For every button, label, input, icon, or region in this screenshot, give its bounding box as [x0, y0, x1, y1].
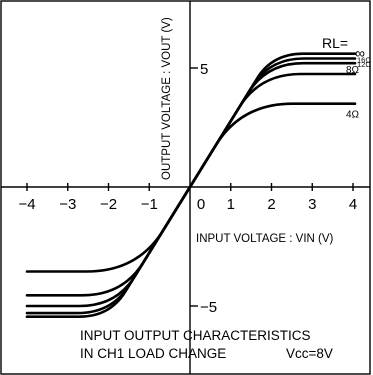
x-axis-label: INPUT VOLTAGE : VIN (V) — [196, 233, 334, 245]
y-axis-label: OUTPUT VOLTAGE : VOUT (V) — [161, 17, 173, 180]
series-label: ∞ — [355, 45, 365, 61]
ticks — [26, 67, 354, 307]
y-tick-label: −5 — [200, 299, 217, 316]
chart-title: INPUT OUTPUT CHARACTERISTICS — [80, 328, 311, 343]
x-tick-label: 1 — [227, 196, 235, 213]
x-tick-label: −3 — [59, 196, 76, 213]
series-label: 16Ω — [357, 55, 371, 64]
series-line — [25, 102, 357, 273]
series-label: 4Ω — [346, 110, 360, 121]
legend-title: RL= — [322, 35, 348, 51]
series-label: 12Ω — [357, 60, 371, 69]
x-tick-label: −2 — [100, 196, 117, 213]
x-tick-label: 2 — [267, 196, 275, 213]
chart-subtitle: IN CH1 LOAD CHANGE — [80, 346, 226, 361]
x-tick-label: 3 — [308, 196, 316, 213]
x-tick-label: −1 — [141, 196, 158, 213]
y-tick-label: 5 — [200, 61, 208, 78]
x-tick-label: 4 — [349, 196, 357, 213]
series-label: 8Ω — [346, 65, 360, 76]
curves — [25, 52, 357, 318]
x-tick-label: −4 — [18, 196, 35, 213]
supply-voltage-condition: Vcc=8V — [286, 346, 333, 361]
x-tick-label: 0 — [197, 196, 205, 213]
